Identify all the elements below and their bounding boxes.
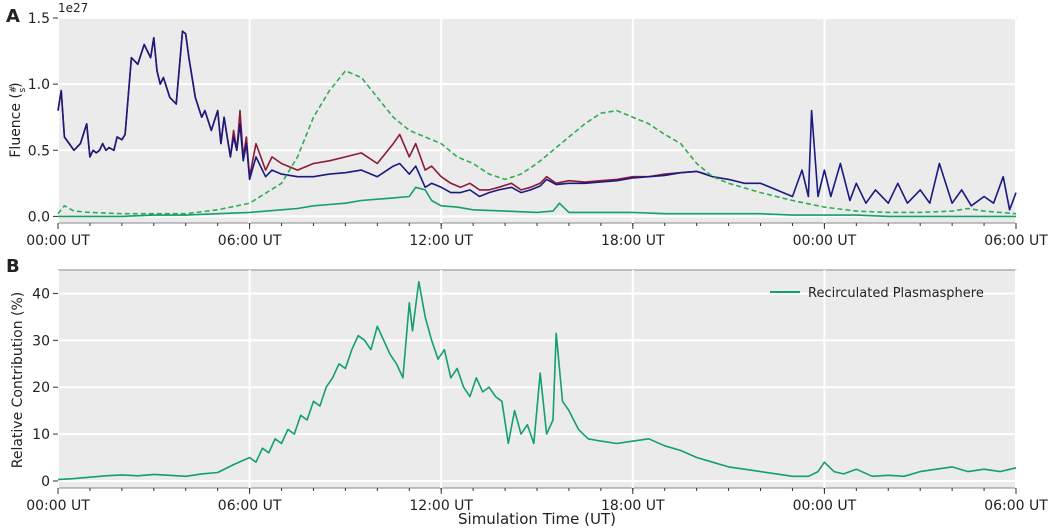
y-label-fraction-num: # bbox=[9, 86, 19, 94]
x-tick-label: 18:00 UT bbox=[601, 233, 665, 249]
panel-b-series bbox=[57, 280, 1017, 481]
panel-a-offset-label: 1e27 bbox=[58, 1, 88, 15]
x-tick-label: 00:00 UT bbox=[26, 498, 90, 514]
x-tick-label: 00:00 UT bbox=[26, 233, 90, 249]
panel-a-grid bbox=[57, 17, 1017, 223]
panel-a-series bbox=[57, 30, 1017, 218]
x-tick-label: 00:00 UT bbox=[793, 233, 857, 249]
y-tick-label: 30 bbox=[32, 333, 50, 349]
legend-label: Recirculated Plasmasphere bbox=[808, 286, 984, 301]
svg-text:Fluence (#s): Fluence (#s) bbox=[8, 82, 28, 157]
panel-a-label: A bbox=[6, 6, 20, 27]
panel-b-y-axis-label: Relative Contribution (%) bbox=[10, 292, 26, 469]
panel-a-ticks: 00:00 UT 06:00 UT 12:00 UT 18:00 UT 00:00 UT… bbox=[26, 11, 1048, 249]
series-line-2 bbox=[57, 70, 1017, 215]
x-tick-label: 06:00 UT bbox=[984, 233, 1048, 249]
x-tick-label: 06:00 UT bbox=[218, 233, 282, 249]
y-tick-label: 40 bbox=[32, 286, 50, 302]
y-tick-label: 1.0 bbox=[28, 77, 50, 93]
x-tick-label: 18:00 UT bbox=[601, 498, 665, 514]
series-line-0 bbox=[57, 280, 1017, 481]
y-tick-label: 0.5 bbox=[28, 143, 50, 159]
x-axis-label: Simulation Time (UT) bbox=[458, 510, 616, 528]
series-line-1 bbox=[57, 30, 1017, 211]
panel-b-legend: Recirculated Plasmasphere bbox=[770, 286, 984, 301]
y-label-main: Fluence ( bbox=[8, 93, 24, 158]
y-tick-label: 0 bbox=[41, 474, 50, 490]
series-line-3 bbox=[58, 186, 1016, 218]
panel-a-y-axis-label: Fluence (#s) bbox=[8, 82, 28, 157]
x-tick-label: 00:00 UT bbox=[793, 498, 857, 514]
x-tick-label: 06:00 UT bbox=[218, 498, 282, 514]
y-tick-label: 0.0 bbox=[28, 209, 50, 225]
x-tick-label: 06:00 UT bbox=[984, 498, 1048, 514]
x-tick-label: 12:00 UT bbox=[409, 498, 473, 514]
panel-b-grid bbox=[57, 270, 1017, 488]
panel-b-label: B bbox=[6, 256, 20, 277]
panel-b-plot-area bbox=[57, 269, 1017, 489]
panel-b-ticks: 00:00 UT 06:00 UT 12:00 UT 18:00 UT 00:00 UT… bbox=[26, 286, 1048, 514]
y-label-close: ) bbox=[8, 82, 24, 87]
panel-b: B 00:00 UT 06:00 UT 12:00 UT 18:00 UT 00:00 … bbox=[6, 256, 1048, 528]
panel-a-plot-area bbox=[57, 17, 1017, 224]
x-tick-label: 12:00 UT bbox=[409, 233, 473, 249]
y-tick-label: 1.5 bbox=[28, 11, 50, 27]
y-label-fraction-den: s bbox=[18, 88, 28, 93]
y-tick-label: 20 bbox=[32, 380, 50, 396]
panel-a: A 1e27 00:00 UT 06:00 UT 12:00 UT 18:00 UT 0… bbox=[6, 1, 1048, 249]
y-tick-label: 10 bbox=[32, 427, 50, 443]
